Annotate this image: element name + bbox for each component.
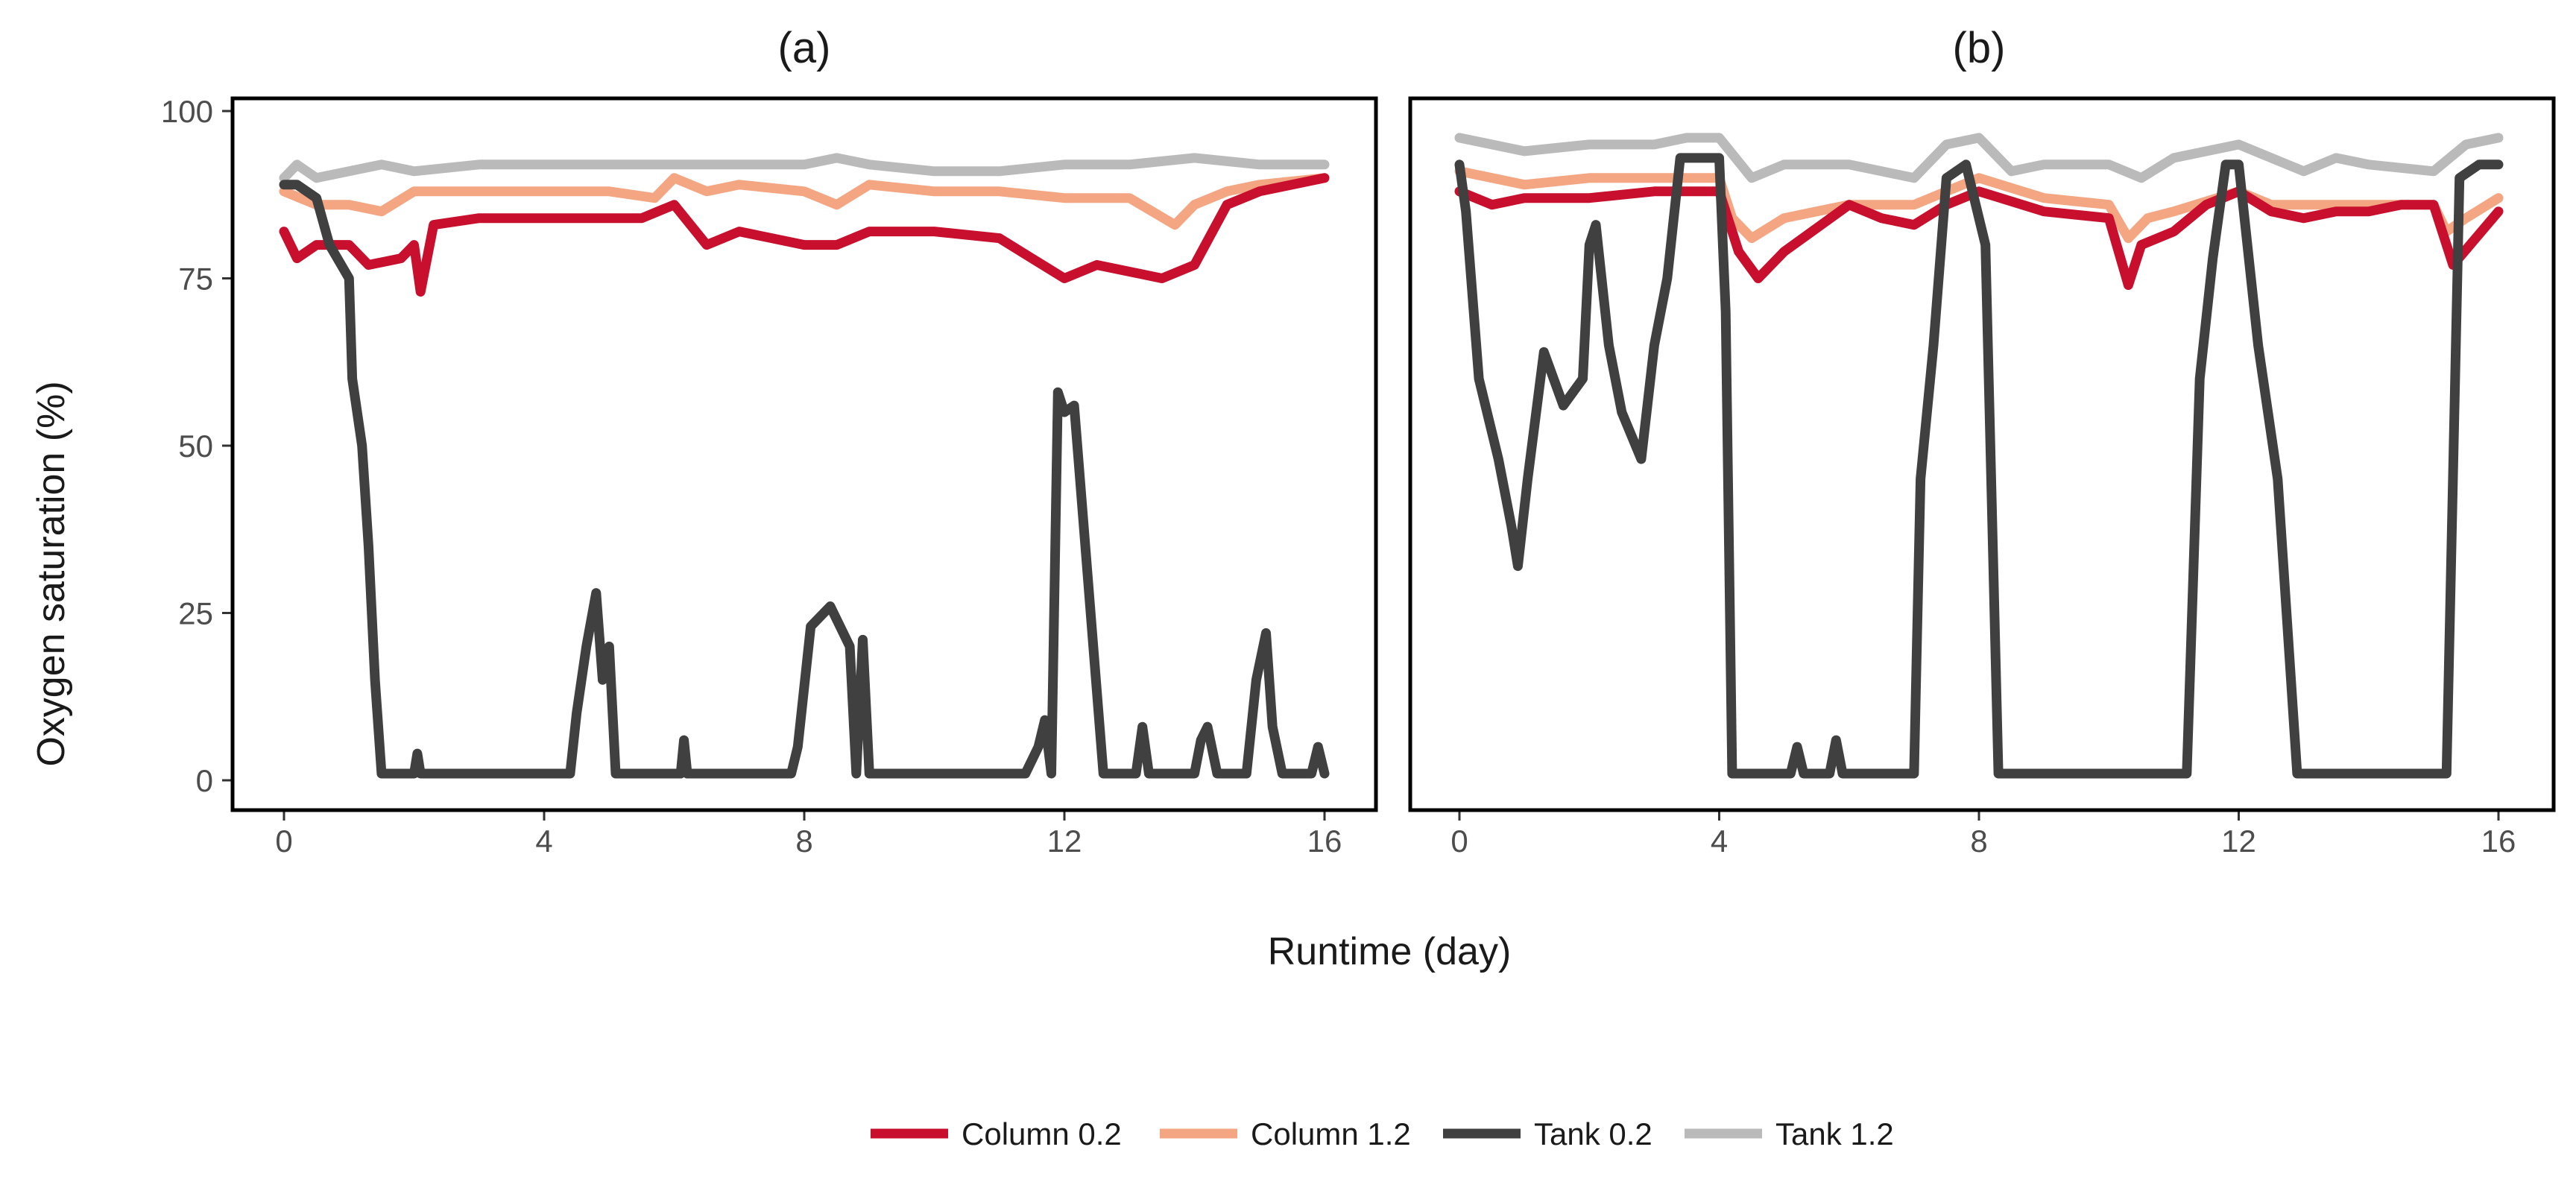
panel-a-series-tank-0-2: [279, 180, 1330, 779]
panel-a-title: (a): [778, 24, 831, 72]
panel-a-x-tick-label-4: 4: [535, 824, 552, 859]
panel-b-frame: [1408, 96, 2556, 812]
panel-b-x-tick-label-4: 4: [1711, 824, 1728, 859]
panel-a-series-column-1-2: [279, 173, 1330, 230]
panel-a-x-tick-label-0: 0: [275, 824, 292, 859]
panel-a-x-tick-label-8: 8: [795, 824, 812, 859]
legend: Column 0.2 Column 1.2 Tank 0.2 Tank 1.2: [871, 1116, 1894, 1151]
panel-a-y-tick-label-0: 0: [196, 763, 213, 798]
panel-b-series-column-1-2: [1454, 166, 2504, 244]
panel-b-x-tick-label-0: 0: [1450, 824, 1468, 859]
x-axis-title: Runtime (day): [1268, 930, 1512, 973]
panel-a-frame: [230, 96, 1378, 812]
panel-a-y-tick-label-100: 100: [161, 94, 213, 129]
panel-a-x-tick-label-12: 12: [1047, 824, 1082, 859]
y-axis-title: Oxygen saturation (%): [30, 381, 73, 766]
panel-a-y-tick-label-75: 75: [178, 262, 213, 297]
legend-label-column-0-2: Column 0.2: [962, 1116, 1122, 1151]
panel-b-x-tick-label-16: 16: [2481, 824, 2516, 859]
panel-a-series-tank-1-2: [279, 153, 1330, 183]
panel-b: (b) 0 4 8 12 16: [1408, 24, 2556, 859]
panel-a-series-layer: [279, 153, 1330, 779]
legend-label-tank-1-2: Tank 1.2: [1775, 1116, 1894, 1151]
panel-a-series-column-0-2: [279, 173, 1330, 297]
legend-label-tank-0-2: Tank 0.2: [1534, 1116, 1652, 1151]
panel-a-y-tick-label-25: 25: [178, 596, 213, 631]
panel-b-ticks-layer: 0 4 8 12 16: [1450, 810, 2516, 859]
panel-a: (a) 0 4 8 12 16 0 25 50 75 100: [161, 24, 1378, 859]
legend-label-column-1-2: Column 1.2: [1251, 1116, 1411, 1151]
panel-b-title: (b): [1953, 24, 2006, 72]
panel-a-ticks-layer: 0 4 8 12 16 0 25 50 75 100: [161, 94, 1342, 859]
panel-b-series-column-0-2: [1454, 186, 2504, 290]
panel-a-y-tick-label-50: 50: [178, 429, 213, 464]
panel-b-series-tank-0-2: [1454, 153, 2504, 779]
panel-b-series-layer: [1454, 133, 2504, 779]
panel-b-x-tick-label-8: 8: [1970, 824, 1987, 859]
panel-b-series-tank-1-2: [1454, 133, 2504, 183]
panel-b-x-tick-label-12: 12: [2221, 824, 2256, 859]
panel-a-x-tick-label-16: 16: [1307, 824, 1342, 859]
